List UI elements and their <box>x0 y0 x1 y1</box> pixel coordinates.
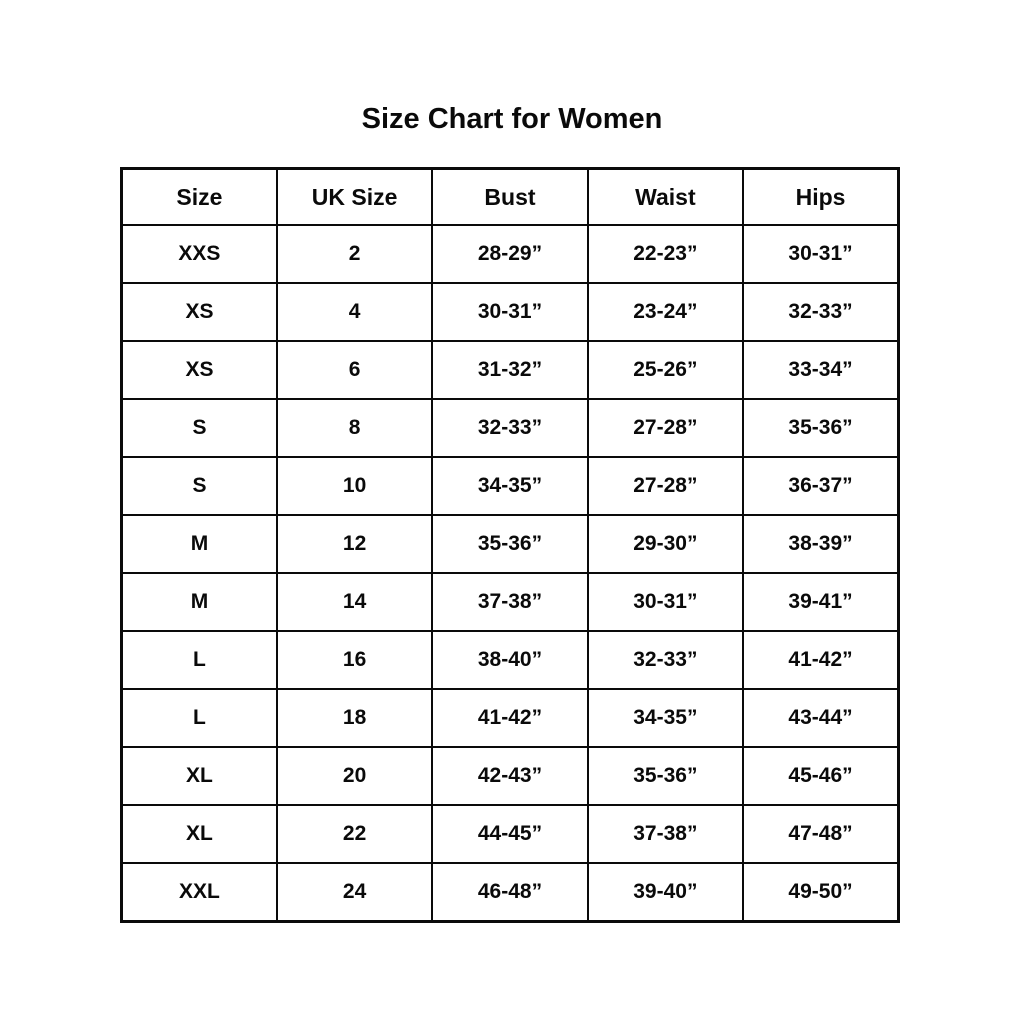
cell-size: L <box>120 688 278 748</box>
table-row: XL 22 44-45” 37-38” 47-48” <box>120 804 900 864</box>
cell-uk-size: 20 <box>275 746 434 806</box>
table-row: XS 4 30-31” 23-24” 32-33” <box>120 282 900 342</box>
cell-waist: 23-24” <box>586 282 745 342</box>
table-row: XXL 24 46-48” 39-40” 49-50” <box>120 862 900 923</box>
cell-bust: 46-48” <box>431 862 589 923</box>
cell-waist: 27-28” <box>586 398 745 458</box>
table-row: L 16 38-40” 32-33” 41-42” <box>120 630 900 690</box>
cell-size: M <box>120 514 278 574</box>
cell-bust: 44-45” <box>431 804 589 864</box>
cell-hips: 49-50” <box>742 862 900 923</box>
cell-bust: 35-36” <box>431 514 589 574</box>
cell-uk-size: 10 <box>275 456 434 516</box>
cell-bust: 41-42” <box>431 688 589 748</box>
cell-uk-size: 12 <box>275 514 434 574</box>
table-row: M 14 37-38” 30-31” 39-41” <box>120 572 900 632</box>
cell-waist: 32-33” <box>586 630 745 690</box>
table-row: S 10 34-35” 27-28” 36-37” <box>120 456 900 516</box>
size-table-head: Size UK Size Bust Waist Hips <box>120 167 900 226</box>
cell-uk-size: 18 <box>275 688 434 748</box>
cell-hips: 43-44” <box>742 688 900 748</box>
cell-size: M <box>120 572 278 632</box>
table-row: L 18 41-42” 34-35” 43-44” <box>120 688 900 748</box>
cell-bust: 31-32” <box>431 340 589 400</box>
cell-waist: 35-36” <box>586 746 745 806</box>
cell-waist: 22-23” <box>586 224 745 284</box>
cell-bust: 34-35” <box>431 456 589 516</box>
cell-size: S <box>120 456 278 516</box>
table-row: M 12 35-36” 29-30” 38-39” <box>120 514 900 574</box>
cell-waist: 30-31” <box>586 572 745 632</box>
cell-hips: 30-31” <box>742 224 900 284</box>
cell-hips: 36-37” <box>742 456 900 516</box>
table-row: XS 6 31-32” 25-26” 33-34” <box>120 340 900 400</box>
cell-hips: 33-34” <box>742 340 900 400</box>
cell-uk-size: 24 <box>275 862 434 923</box>
cell-waist: 27-28” <box>586 456 745 516</box>
cell-uk-size: 4 <box>275 282 434 342</box>
cell-size: XL <box>120 804 278 864</box>
cell-size: S <box>120 398 278 458</box>
cell-hips: 47-48” <box>742 804 900 864</box>
cell-bust: 37-38” <box>431 572 589 632</box>
cell-size: XXL <box>120 862 278 923</box>
header-row: Size UK Size Bust Waist Hips <box>120 167 900 226</box>
table-row: S 8 32-33” 27-28” 35-36” <box>120 398 900 458</box>
cell-size: XS <box>120 282 278 342</box>
cell-size: L <box>120 630 278 690</box>
cell-size: XL <box>120 746 278 806</box>
cell-uk-size: 6 <box>275 340 434 400</box>
cell-hips: 35-36” <box>742 398 900 458</box>
cell-bust: 38-40” <box>431 630 589 690</box>
size-table: Size UK Size Bust Waist Hips XXS 2 28-29” 22-23… <box>120 167 900 923</box>
cell-bust: 30-31” <box>431 282 589 342</box>
column-header-waist: Waist <box>586 167 745 226</box>
cell-bust: 42-43” <box>431 746 589 806</box>
cell-uk-size: 16 <box>275 630 434 690</box>
cell-uk-size: 14 <box>275 572 434 632</box>
cell-hips: 32-33” <box>742 282 900 342</box>
column-header-size: Size <box>120 167 278 226</box>
cell-uk-size: 2 <box>275 224 434 284</box>
column-header-bust: Bust <box>431 167 589 226</box>
cell-bust: 28-29” <box>431 224 589 284</box>
column-header-uk-size: UK Size <box>275 167 434 226</box>
size-table-body: XXS 2 28-29” 22-23” 30-31” XS 4 30-31” 23-24” 32-… <box>120 224 900 923</box>
table-row: XL 20 42-43” 35-36” 45-46” <box>120 746 900 806</box>
cell-waist: 39-40” <box>586 862 745 923</box>
cell-size: XS <box>120 340 278 400</box>
cell-hips: 38-39” <box>742 514 900 574</box>
cell-bust: 32-33” <box>431 398 589 458</box>
page-title: Size Chart for Women <box>361 103 663 135</box>
cell-waist: 34-35” <box>586 688 745 748</box>
cell-waist: 37-38” <box>586 804 745 864</box>
cell-hips: 45-46” <box>742 746 900 806</box>
cell-uk-size: 8 <box>275 398 434 458</box>
column-header-hips: Hips <box>742 167 900 226</box>
cell-waist: 25-26” <box>586 340 745 400</box>
cell-hips: 41-42” <box>742 630 900 690</box>
cell-uk-size: 22 <box>275 804 434 864</box>
cell-size: XXS <box>120 224 278 284</box>
cell-hips: 39-41” <box>742 572 900 632</box>
table-row: XXS 2 28-29” 22-23” 30-31” <box>120 224 900 284</box>
cell-waist: 29-30” <box>586 514 745 574</box>
